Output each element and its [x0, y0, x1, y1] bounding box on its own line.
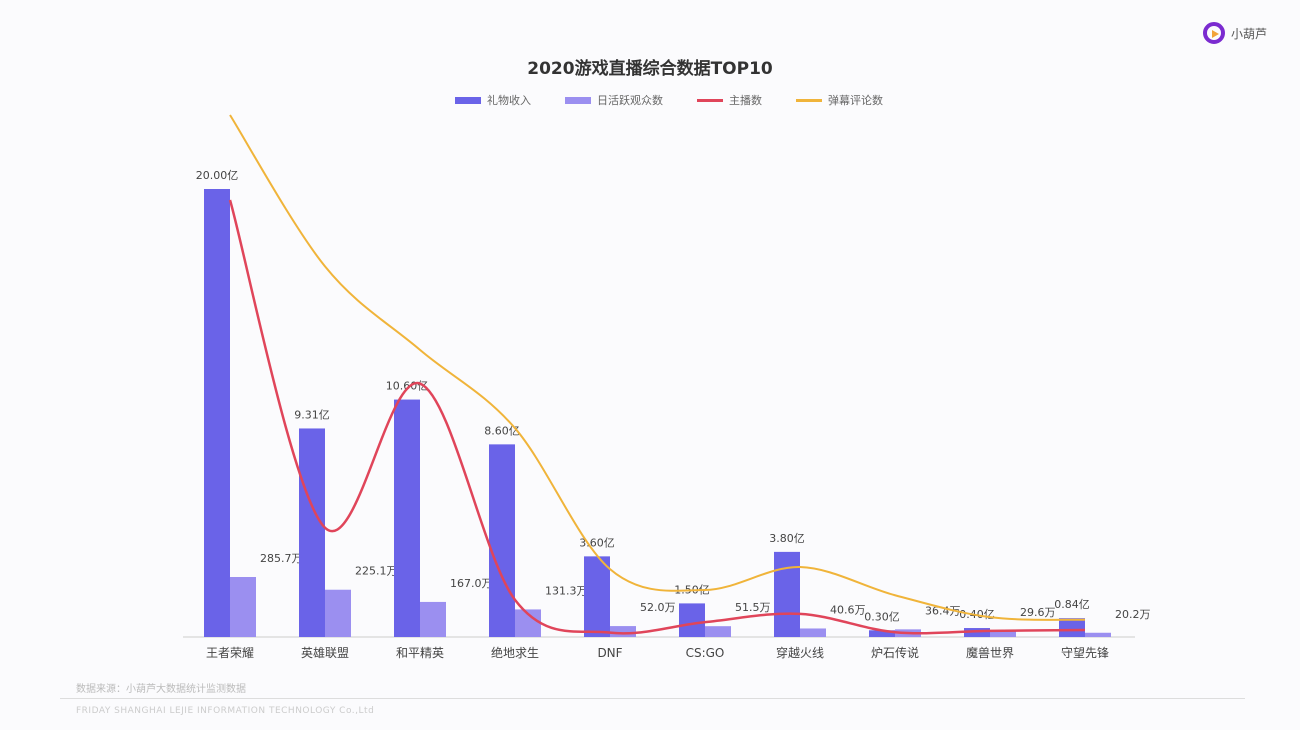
- legend-swatch: [455, 96, 481, 104]
- data-label-gift: 0.30亿: [864, 610, 900, 623]
- legend-label: 日活跃观众数: [597, 94, 663, 107]
- legend: 礼物收入 日活跃观众数 主播数 弹幕评论数: [455, 92, 883, 108]
- line-barrage: [229, 114, 1086, 621]
- data-label-gift: 0.84亿: [1054, 598, 1090, 611]
- data-label-viewers: 225.1万: [355, 565, 398, 578]
- bar-viewers: [325, 589, 351, 637]
- legend-swatch: [697, 98, 723, 102]
- x-tick-label: 王者荣耀: [206, 646, 254, 660]
- bar-viewers: [420, 601, 446, 637]
- data-label-gift: 8.60亿: [484, 424, 520, 437]
- legend-item-viewers[interactable]: 日活跃观众数: [565, 92, 663, 108]
- x-tick-label: 守望先锋: [1061, 646, 1109, 660]
- bar-gift: [679, 603, 705, 637]
- bar-viewers: [610, 626, 636, 637]
- bar-viewers: [230, 577, 256, 637]
- data-label-gift: 3.60亿: [579, 536, 615, 549]
- bar-gift: [204, 189, 230, 637]
- bar-gift: [584, 556, 610, 637]
- bar-gift: [1059, 618, 1085, 637]
- bar-gift: [964, 628, 990, 637]
- data-label-viewers: 131.3万: [545, 584, 588, 597]
- bar-gift: [774, 551, 800, 637]
- x-tick-label: CS:GO: [686, 646, 725, 660]
- data-label-viewers: 20.2万: [1115, 608, 1151, 621]
- x-tick-label: 和平精英: [396, 646, 444, 660]
- copyright: FRIDAY SHANGHAI LEJIE INFORMATION TECHNO…: [76, 706, 375, 716]
- data-source: 数据来源：小葫芦大数据统计监测数据: [76, 684, 246, 695]
- x-tick-label: 炉石传说: [871, 645, 919, 660]
- logo-icon: [1203, 22, 1225, 44]
- x-tick-label: DNF: [597, 646, 622, 660]
- x-tick-label: 魔兽世界: [966, 645, 1014, 660]
- data-label-gift: 3.80亿: [769, 532, 805, 545]
- logo-text: 小葫芦: [1231, 26, 1268, 41]
- bar-viewers: [1085, 632, 1111, 637]
- x-tick-label: 英雄联盟: [301, 645, 349, 660]
- bar-viewers: [705, 626, 731, 637]
- legend-swatch: [565, 96, 591, 104]
- legend-label: 主播数: [729, 94, 762, 107]
- data-label-gift: 9.31亿: [294, 408, 330, 421]
- x-tick-label: 绝地求生: [491, 645, 539, 660]
- bar-gift: [299, 428, 325, 637]
- data-label-gift: 20.00亿: [196, 169, 239, 182]
- bar-gift: [869, 630, 895, 637]
- legend-item-barrage[interactable]: 弹幕评论数: [796, 92, 883, 108]
- bar-gift: [489, 444, 515, 637]
- data-label-viewers: 36.4万: [925, 604, 961, 617]
- legend-label: 礼物收入: [487, 94, 531, 107]
- data-label-viewers: 40.6万: [830, 603, 866, 616]
- data-label-viewers: 285.7万: [260, 552, 303, 565]
- chart-title: 2020游戏直播综合数据TOP10: [527, 59, 773, 79]
- data-label-viewers: 52.0万: [640, 601, 676, 614]
- legend-swatch: [796, 98, 822, 102]
- bar-viewers: [990, 630, 1016, 637]
- legend-item-streamers[interactable]: 主播数: [697, 92, 762, 108]
- data-label-viewers: 51.5万: [735, 601, 771, 614]
- data-label-viewers: 167.0万: [450, 577, 493, 590]
- logo: 小葫芦: [1203, 22, 1267, 44]
- footer-divider: [60, 698, 1245, 699]
- line-streamers: [228, 199, 1086, 635]
- x-tick-label: 穿越火线: [776, 645, 824, 660]
- bar-gift: [394, 399, 420, 637]
- legend-item-gift[interactable]: 礼物收入: [455, 92, 531, 108]
- legend-label: 弹幕评论数: [828, 94, 883, 107]
- bar-viewers: [800, 628, 826, 637]
- data-label-viewers: 29.6万: [1020, 606, 1056, 619]
